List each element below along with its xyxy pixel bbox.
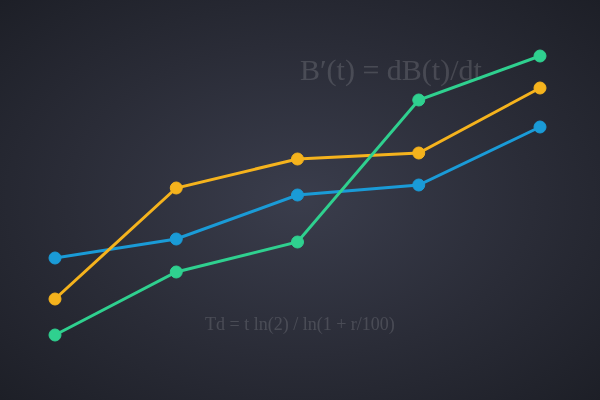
svg-text:B′(t) = dB(t)/dt: B′(t) = dB(t)/dt [300,53,482,87]
svg-text:Td = t ln(2) / ln(1 + r/100): Td = t ln(2) / ln(1 + r/100) [205,314,395,335]
